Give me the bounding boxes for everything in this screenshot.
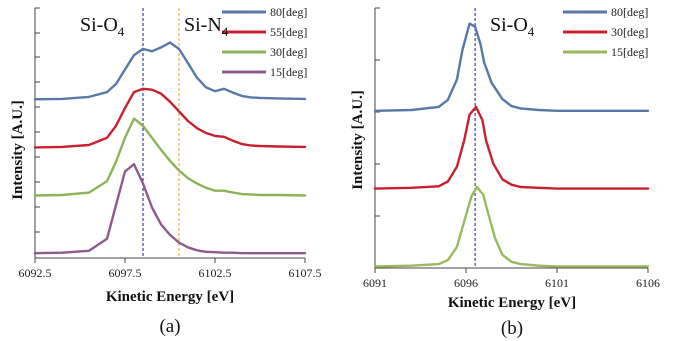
panel-b-x-axis-title: Kinetic Energy [eV] [448, 295, 576, 311]
panel-b-label: (b) [501, 318, 523, 339]
panel-a-x-tick-label: 6107.5 [289, 266, 322, 280]
panel-a-legend-label-0: 80[deg] [270, 5, 307, 19]
panel-b-y-ticks [375, 7, 380, 217]
panel-a-legend-label-1: 55[deg] [270, 25, 307, 39]
panel-a-y-ticks [35, 7, 40, 233]
panel-a-series-line-2 [33, 117, 307, 197]
panel-b-x-tick-label: 6091 [363, 276, 387, 290]
panel-b-y-axis-title: Intensity [A.U.] [350, 90, 366, 190]
panel-a-series-line-3 [33, 162, 307, 255]
panel-b-x-tick-label: 6101 [545, 276, 569, 290]
panel-a-legend: 80[deg] 55[deg] 30[deg] 15[deg] [222, 5, 307, 79]
panel-b-series-line-2 [373, 185, 650, 268]
panel-b-legend-label-2: 15[deg] [611, 45, 648, 59]
panel-b-legend-label-1: 30[deg] [611, 25, 648, 39]
panel-a-series [33, 41, 307, 255]
panel-a-x-tick-label: 6102.5 [199, 266, 232, 280]
panel-a-x-tick-label: 6097.5 [109, 266, 142, 280]
panel-b-x-ticks: 6091 6096 6101 6106 [363, 268, 660, 290]
panel-b: 6091 6096 6101 6106 80[deg] 30[deg] 15[deg] S… [350, 5, 660, 339]
panel-b-x-tick-label: 6096 [454, 276, 478, 290]
panel-a-x-tick-label: 6092.5 [19, 266, 52, 280]
panel-a-legend-label-3: 15[deg] [270, 65, 307, 79]
panel-a: 6092.5 6097.5 6102.5 6107.5 80[deg] 55[deg] 3… [10, 5, 322, 337]
panel-b-legend-label-0: 80[deg] [611, 5, 648, 19]
panel-a-label: (a) [159, 316, 180, 337]
panel-a-x-axis-title: Kinetic Energy [eV] [106, 289, 234, 305]
panel-b-series-line-1 [373, 105, 650, 190]
panel-a-series-line-1 [33, 87, 307, 149]
panel-a-y-axis-title: Intensity [A.U.] [10, 100, 26, 200]
panel-b-legend: 80[deg] 30[deg] 15[deg] [563, 5, 648, 59]
panel-a-x-ticks: 6092.5 6097.5 6102.5 6107.5 [19, 258, 322, 280]
panel-b-series [373, 22, 650, 268]
panel-a-legend-label-2: 30[deg] [270, 45, 307, 59]
panel-a-series-line-0 [33, 41, 307, 101]
panel-b-region-label-si-o4: Si-O4 [490, 14, 535, 39]
panel-a-region-label-si-n4: Si-N4 [184, 14, 229, 39]
panel-b-series-line-0 [373, 22, 650, 113]
panel-b-x-tick-label: 6106 [636, 276, 660, 290]
panel-a-region-label-si-o4: Si-O4 [80, 14, 125, 39]
